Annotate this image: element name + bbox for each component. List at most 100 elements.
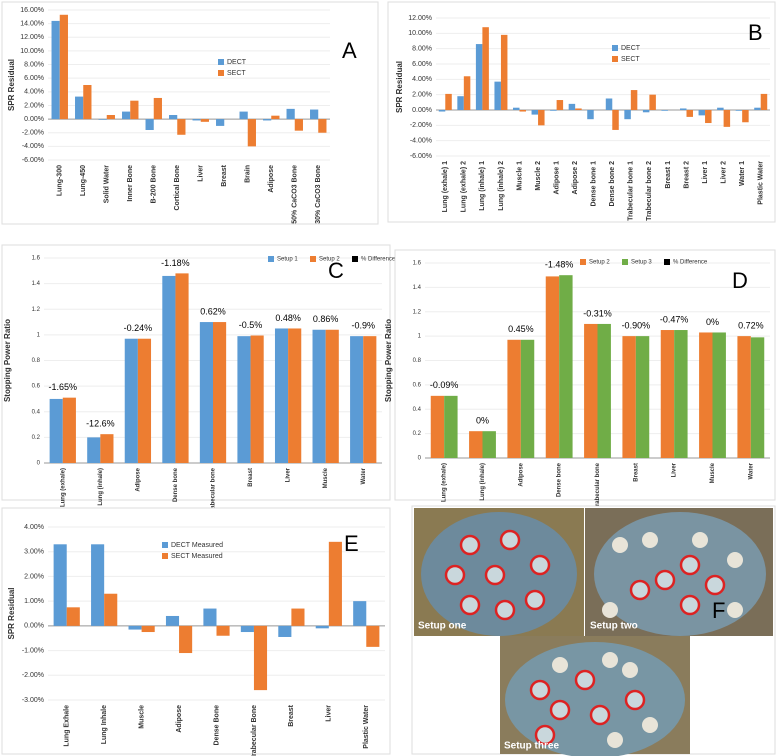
- legend-label: DECT Measured: [171, 542, 223, 549]
- bar: [239, 111, 248, 120]
- bar: [750, 337, 765, 458]
- x-tick-label: Trabecular bone: [211, 467, 217, 514]
- y-tick-label: 0.00%: [24, 623, 44, 630]
- x-tick-label: Plastic Water: [758, 161, 765, 205]
- bar: [200, 119, 209, 122]
- y-tick-label: -2.00%: [410, 122, 432, 129]
- bar: [286, 108, 295, 120]
- y-tick-label: 12.00%: [20, 34, 44, 41]
- bar: [291, 608, 305, 626]
- legend-label: SECT Measured: [171, 553, 223, 560]
- x-tick-label: Breast: [288, 704, 295, 726]
- y-tick-label: 14.00%: [20, 20, 44, 27]
- y-tick-label: 0.6: [413, 382, 422, 388]
- bar: [66, 607, 80, 626]
- bar: [559, 275, 573, 458]
- y-tick-label: -2.00%: [22, 672, 44, 679]
- bar: [605, 98, 613, 110]
- x-tick-label: Lung (exhale) 2: [461, 161, 468, 212]
- y-tick-label: 1.2: [413, 309, 422, 315]
- bar: [165, 615, 180, 626]
- bar: [597, 323, 611, 458]
- bar: [169, 115, 178, 120]
- x-tick-label: Water: [748, 462, 754, 479]
- legend-label: Setup 3: [631, 260, 652, 266]
- bar: [575, 108, 582, 110]
- bar: [153, 97, 162, 120]
- panel-letter: B: [748, 20, 763, 45]
- bar: [216, 119, 225, 126]
- bar: [271, 115, 280, 120]
- x-tick-label: Lung (inhale): [98, 468, 104, 506]
- legend-label: DECT: [227, 59, 247, 66]
- y-tick-label: 1.4: [32, 281, 41, 287]
- x-tick-label: Muscle 2: [535, 161, 542, 191]
- data-label: 0.48%: [275, 313, 301, 323]
- bar: [457, 96, 464, 110]
- bar: [686, 110, 693, 117]
- bar: [705, 110, 712, 124]
- bar: [145, 119, 154, 130]
- data-label: -0.09%: [430, 380, 459, 390]
- y-tick-label: 1.00%: [24, 598, 44, 605]
- y-tick-label: 0.4: [413, 407, 422, 413]
- bar: [649, 94, 656, 110]
- y-tick-label: 1.4: [413, 285, 422, 291]
- bar: [247, 119, 256, 147]
- inserts-plain: [552, 532, 743, 748]
- bar: [737, 336, 751, 458]
- data-label: 0.72%: [738, 321, 764, 331]
- legend-swatch: [218, 70, 224, 76]
- bar: [754, 107, 761, 110]
- y-tick-label: -4.00%: [22, 143, 44, 150]
- y-tick-label: 0: [37, 461, 41, 467]
- bar: [538, 110, 545, 126]
- bar: [130, 100, 139, 120]
- legend-swatch: [580, 259, 586, 265]
- bar: [444, 395, 458, 458]
- chart-panel: -6.00% -4.00% -2.00% 0.00% 2.00% 4.00% 6.00% 8.…: [387, 1, 776, 223]
- y-tick-label: 8.00%: [24, 61, 44, 68]
- bar: [162, 275, 176, 463]
- bar: [137, 338, 152, 463]
- y-tick-label: 0.8: [413, 358, 422, 364]
- bar: [735, 110, 743, 111]
- bar: [519, 110, 526, 112]
- y-tick-label: -2.00%: [22, 130, 44, 137]
- legend-label: Setup 1: [277, 257, 298, 263]
- bar: [698, 110, 706, 116]
- data-label: -0.5%: [239, 320, 263, 330]
- bar: [520, 339, 535, 458]
- panel-letter: A: [342, 38, 357, 63]
- y-tick-label: 16.00%: [20, 7, 44, 14]
- bar: [310, 109, 319, 120]
- x-tick-label: Muscle: [138, 705, 145, 729]
- x-tick-label: 50% CaCO3 Bone: [292, 165, 299, 224]
- y-tick-label: 0.8: [32, 358, 41, 364]
- bar: [482, 27, 489, 111]
- bar: [363, 336, 377, 463]
- y-tick-label: 0.2: [32, 435, 41, 441]
- bar: [253, 625, 268, 691]
- x-tick-label: Water 1: [739, 161, 746, 186]
- x-tick-label: Adipose: [268, 165, 275, 193]
- y-axis-label: SPR Residual: [7, 587, 16, 639]
- bar: [660, 330, 675, 458]
- data-label: -0.47%: [660, 314, 689, 324]
- data-label: 0%: [706, 317, 719, 327]
- x-tick-label: Adipose: [176, 705, 183, 733]
- y-tick-label: -6.00%: [22, 157, 44, 164]
- x-tick-label: Dense bone: [173, 467, 179, 502]
- x-tick-label: Plastic Water: [363, 705, 370, 749]
- x-tick-label: Trabecular bone 1: [628, 161, 635, 221]
- bar: [353, 601, 367, 626]
- bar: [568, 103, 576, 110]
- bar: [237, 336, 251, 463]
- bar: [494, 81, 501, 110]
- legend-swatch: [612, 45, 618, 51]
- bar: [630, 90, 638, 110]
- x-tick-label: Dense bone 1: [591, 161, 598, 207]
- legend-swatch: [162, 553, 168, 559]
- bar: [531, 110, 539, 115]
